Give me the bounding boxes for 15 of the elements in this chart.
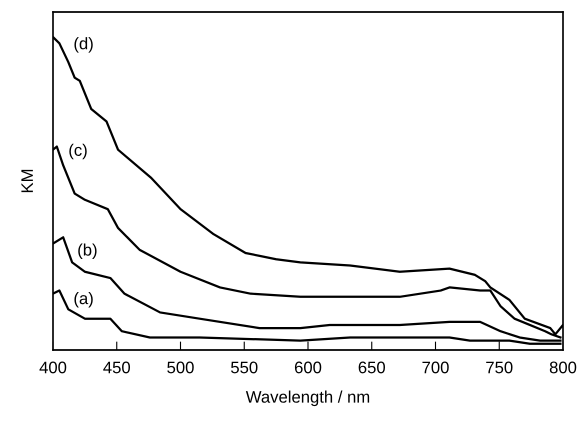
x-tick-label: 700	[422, 362, 449, 374]
x-tick-label: 400	[39, 362, 66, 374]
y-axis-title: KM	[21, 170, 33, 192]
series-label: (a)	[74, 292, 93, 308]
x-axis-title: Wavelength / nm	[246, 390, 370, 406]
series-label: (b)	[78, 243, 97, 259]
x-tick-label: 650	[358, 362, 386, 374]
x-tick-label: 550	[231, 362, 258, 374]
x-tick-label: 500	[167, 362, 194, 374]
x-tick-label: 600	[294, 362, 322, 374]
series-label: (c)	[69, 144, 87, 160]
series-label: (d)	[74, 37, 93, 53]
x-tick-label: 750	[486, 362, 513, 374]
x-tick-label: 450	[103, 362, 130, 374]
x-tick-label: 800	[550, 362, 576, 374]
